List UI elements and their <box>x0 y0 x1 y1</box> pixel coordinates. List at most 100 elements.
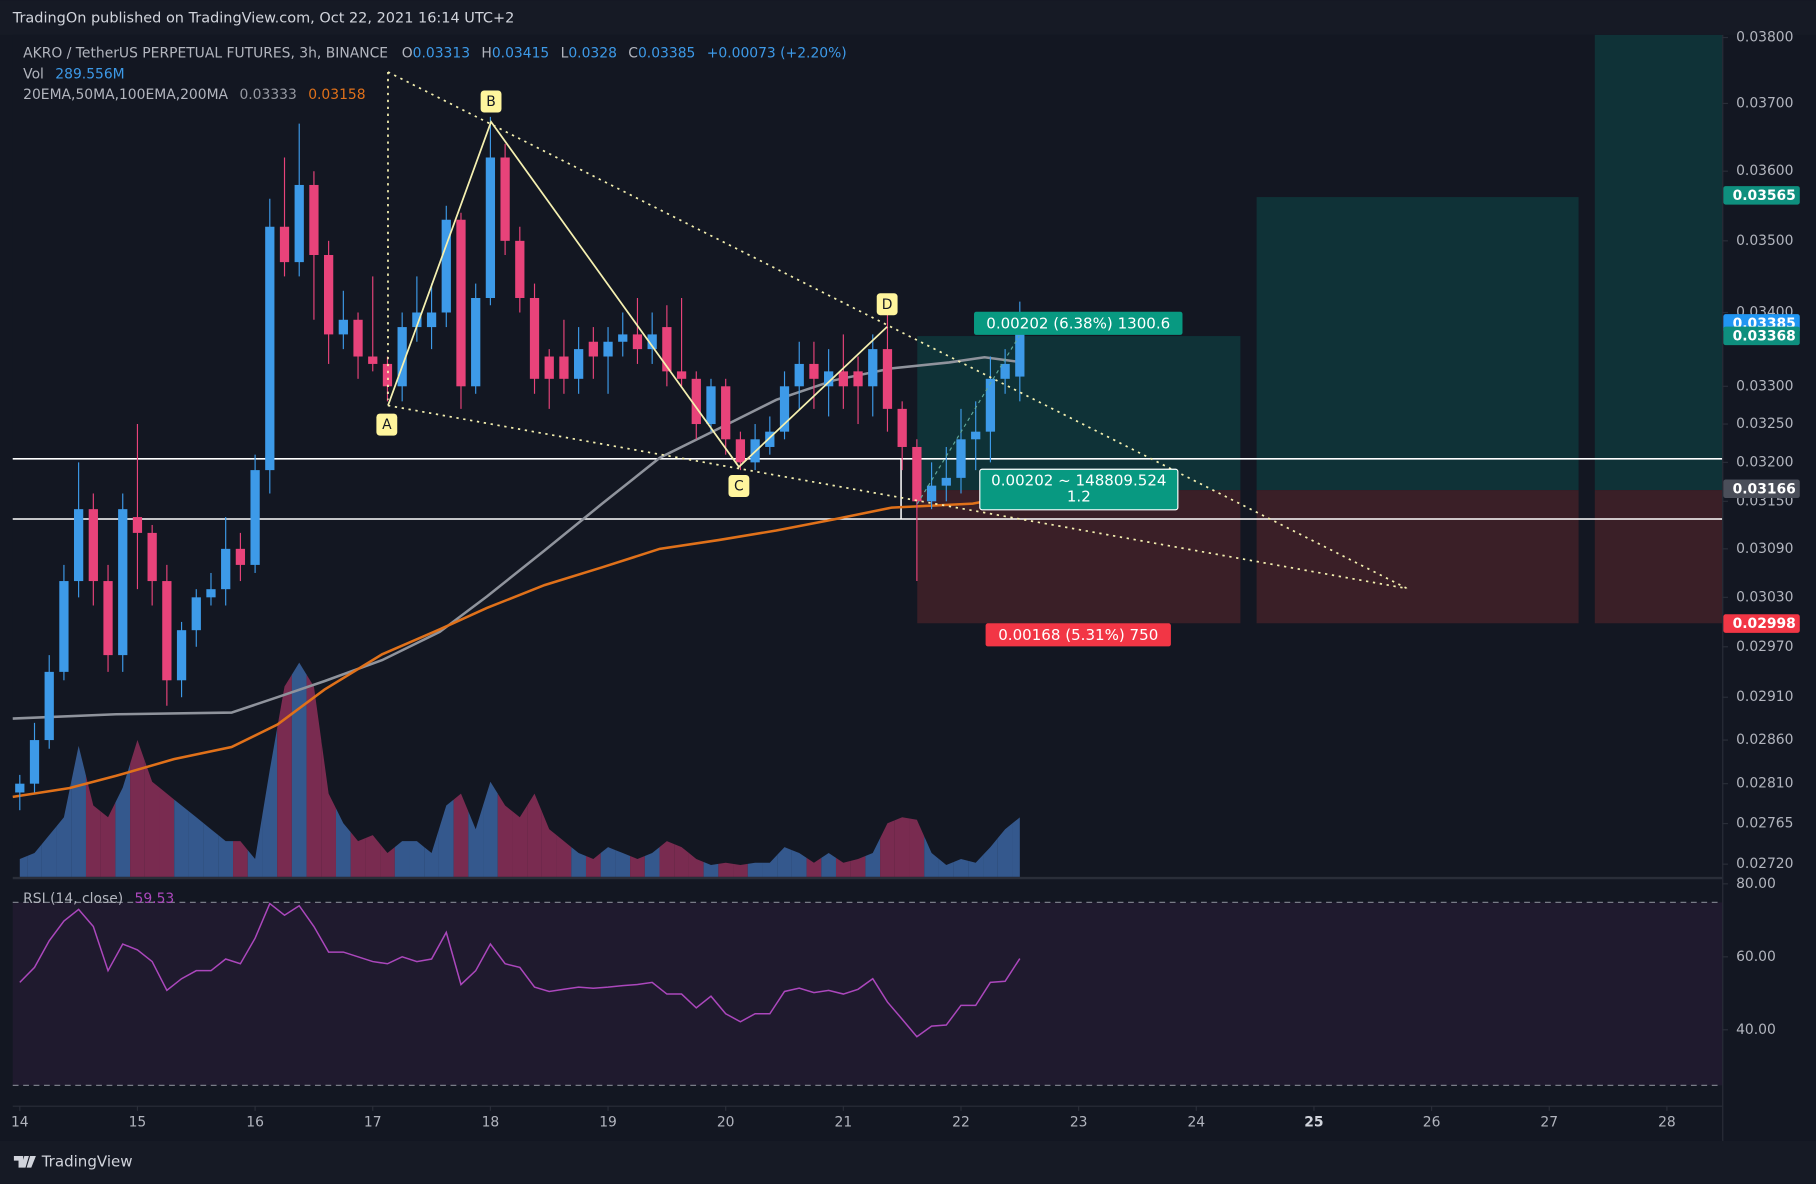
candle-body <box>73 509 84 582</box>
volume-area <box>321 740 336 877</box>
price-tag-label: 0.03368 <box>1733 328 1796 344</box>
candle-body <box>618 334 628 342</box>
price-tag-label: 0.03565 <box>1733 188 1796 204</box>
volume-area <box>159 787 175 877</box>
candle-body <box>515 240 525 298</box>
y-tick-label: 0.02810 <box>1736 776 1793 792</box>
volume <box>19 662 1020 877</box>
candle-body <box>662 327 672 372</box>
volume-area <box>262 728 278 877</box>
candle-body <box>441 219 451 313</box>
volume-area <box>541 811 557 877</box>
volume-area <box>865 838 881 877</box>
x-tick-label: 24 <box>1187 1114 1205 1130</box>
volume-area <box>380 844 395 877</box>
moving-average <box>12 355 1018 720</box>
candle-body <box>235 548 246 565</box>
position-boxes <box>12 34 1723 624</box>
volume-area <box>512 805 528 877</box>
candle-body <box>1000 363 1010 379</box>
candle-body <box>397 327 407 387</box>
candle-body <box>559 356 569 379</box>
pattern-label-box <box>876 293 898 316</box>
volume-area <box>483 781 498 877</box>
pattern-label-box <box>376 413 398 436</box>
volume-area <box>806 857 822 877</box>
candle-body <box>221 548 231 590</box>
volume-area <box>585 853 601 877</box>
stop-label-box <box>985 623 1171 647</box>
candle-body <box>500 157 510 241</box>
volume-area <box>924 836 939 877</box>
volume-area <box>365 835 381 877</box>
volume-area <box>233 841 248 877</box>
published-text: TradingOn published on TradingView.com, … <box>12 11 515 27</box>
axes: 0.038000.037000.036000.035000.034000.033… <box>11 30 1800 1130</box>
volume-area <box>424 829 439 877</box>
indicator-legend: 20EMA,50MA,100EMA,200MA 0.03333 0.03158 <box>23 87 365 103</box>
y-tick-label: 0.02970 <box>1736 639 1793 655</box>
candle-body <box>309 184 319 256</box>
pattern-label: B <box>486 94 496 110</box>
candle-body <box>279 226 290 263</box>
volume-area <box>983 838 998 877</box>
volume-area <box>615 850 631 877</box>
y-tick-label: 0.03700 <box>1736 95 1793 111</box>
pattern-label: C <box>734 479 744 495</box>
candle-body <box>941 477 951 486</box>
volume-area <box>56 781 72 877</box>
candle-body <box>824 371 834 387</box>
volume-area <box>1012 817 1020 877</box>
indicator-value: 0.03158 <box>308 87 365 103</box>
volume-area <box>409 841 425 877</box>
volume-area <box>335 808 351 877</box>
candle-body <box>647 334 657 350</box>
stop-label: 0.00168 (5.31%) 750 <box>998 626 1158 644</box>
candle-body <box>971 431 981 440</box>
ohlc-letter: L <box>561 45 569 61</box>
volume-area <box>674 844 689 877</box>
volume-area <box>630 856 645 877</box>
candle-body <box>588 341 598 357</box>
volume-area <box>144 760 160 877</box>
candle-body <box>794 363 804 387</box>
candle-body <box>676 371 687 379</box>
volume-area <box>85 775 101 877</box>
profit-zone <box>1594 34 1723 491</box>
price-tag <box>1723 186 1800 205</box>
candle-body <box>838 371 848 387</box>
rsi-band <box>12 902 1723 1086</box>
volume-area <box>880 820 895 877</box>
x-tick-label: 25 <box>1304 1114 1323 1130</box>
rsi-line <box>19 902 1021 1038</box>
volume-area <box>277 674 292 877</box>
volume-area <box>453 793 469 877</box>
candle-body <box>691 378 701 425</box>
ohlc-value: 0.0328 <box>568 45 617 61</box>
indicator-name: 20EMA,50MA,100EMA,200MA <box>23 87 228 103</box>
abcd-pattern <box>387 119 888 469</box>
candle-body <box>59 581 69 672</box>
top-bar <box>0 0 1816 35</box>
rsi-tick-label: 40.00 <box>1736 1022 1776 1038</box>
y-tick-label: 0.03030 <box>1736 589 1793 605</box>
candle-body <box>323 255 334 335</box>
rsi-tick-label: 80.00 <box>1736 876 1776 892</box>
candle-body <box>162 581 172 681</box>
volume-area <box>733 863 748 877</box>
candle-body <box>250 470 260 565</box>
volume-area <box>571 847 586 877</box>
y-tick-label: 0.03500 <box>1736 233 1793 249</box>
volume-area <box>468 805 484 877</box>
y-tick-label: 0.03600 <box>1736 163 1793 179</box>
volume-area <box>71 745 86 877</box>
volume-area <box>644 847 660 877</box>
rr-label: 1.2 <box>1067 488 1091 506</box>
candle-body <box>956 439 966 478</box>
rsi-name: RSI (14, close) <box>23 891 123 907</box>
price-tag <box>1723 326 1800 346</box>
candle-body <box>985 378 996 432</box>
candle-body <box>574 349 584 379</box>
volume-area <box>997 823 1013 877</box>
